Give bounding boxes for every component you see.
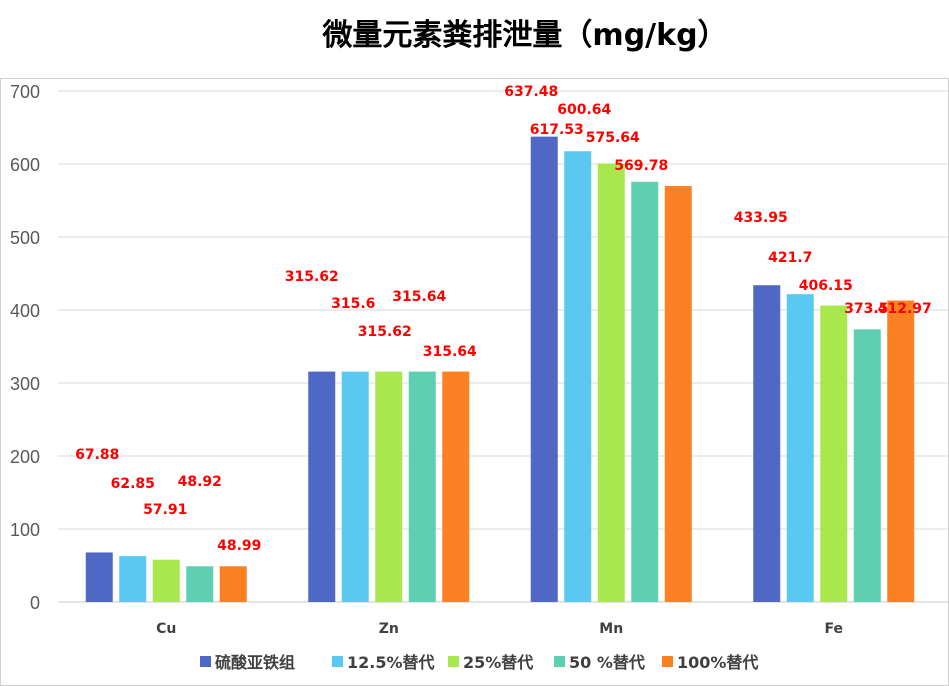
legend-swatch [200, 656, 211, 667]
data-label: 600.64 [557, 102, 611, 118]
y-tick-label: 400 [10, 301, 40, 321]
bar-Cu-4 [219, 566, 247, 602]
x-tick-label: Zn [379, 621, 399, 637]
data-label: 373.5 [844, 301, 888, 317]
legend-entry: 12.5%替代 [347, 653, 435, 672]
x-tick-label: Mn [599, 621, 623, 637]
data-label: 421.7 [768, 250, 812, 266]
bar-Fe-0 [753, 285, 781, 602]
bar-Zn-1 [341, 371, 369, 602]
x-tick-label: Fe [825, 621, 844, 637]
legend-entry: 硫酸亚铁组 [215, 653, 295, 672]
chart-title: 微量元素粪排泄量（mg/kg） [322, 18, 728, 53]
data-label: 569.78 [614, 158, 668, 174]
bar-Fe-1 [786, 294, 814, 602]
legend-entry: 25%替代 [463, 653, 533, 672]
bar-Cu-0 [85, 552, 113, 602]
bar-Zn-0 [308, 371, 336, 602]
bar-Mn-4 [664, 186, 692, 602]
data-label: 315.64 [392, 289, 446, 305]
data-label: 637.48 [504, 84, 558, 100]
legend-entry: 50 %替代 [569, 653, 645, 672]
bar-Fe-2 [820, 305, 848, 602]
data-label: 48.92 [178, 474, 222, 490]
bar-Cu-3 [186, 566, 214, 602]
data-label: 67.88 [75, 447, 119, 463]
legend-swatch [662, 656, 673, 667]
y-tick-label: 600 [10, 155, 40, 175]
bar-Zn-3 [408, 371, 436, 602]
bar-Fe-4 [887, 300, 915, 602]
y-tick-label: 300 [10, 374, 40, 394]
legend-swatch [332, 656, 343, 667]
data-label: 617.53 [530, 122, 584, 138]
y-tick-label: 700 [10, 82, 40, 102]
bar-Mn-1 [564, 151, 592, 602]
x-tick-label: Cu [156, 621, 176, 637]
data-label: 412.97 [878, 301, 932, 317]
y-tick-label: 100 [10, 520, 40, 540]
y-tick-label: 0 [30, 593, 40, 613]
bar-Cu-1 [119, 556, 147, 602]
legend-entry: 100%替代 [677, 653, 758, 672]
data-label: 57.91 [143, 502, 187, 518]
bar-Cu-2 [152, 559, 180, 602]
data-label: 406.15 [799, 278, 853, 294]
legend-swatch [554, 656, 565, 667]
bar-Mn-0 [530, 136, 558, 603]
data-label: 433.95 [734, 210, 788, 226]
bar-Mn-3 [631, 181, 659, 602]
bar-Zn-2 [375, 371, 403, 602]
data-label: 315.64 [423, 344, 477, 360]
y-tick-label: 200 [10, 447, 40, 467]
bar-Mn-2 [597, 163, 625, 602]
bar-Fe-3 [853, 329, 881, 602]
data-label: 315.62 [285, 269, 339, 285]
data-label: 62.85 [111, 476, 155, 492]
data-label: 315.6 [331, 296, 375, 312]
data-label: 575.64 [586, 130, 640, 146]
data-label: 48.99 [217, 538, 261, 554]
data-label: 315.62 [358, 324, 412, 340]
bar-Zn-4 [442, 371, 470, 602]
y-tick-label: 500 [10, 228, 40, 248]
legend-swatch [448, 656, 459, 667]
